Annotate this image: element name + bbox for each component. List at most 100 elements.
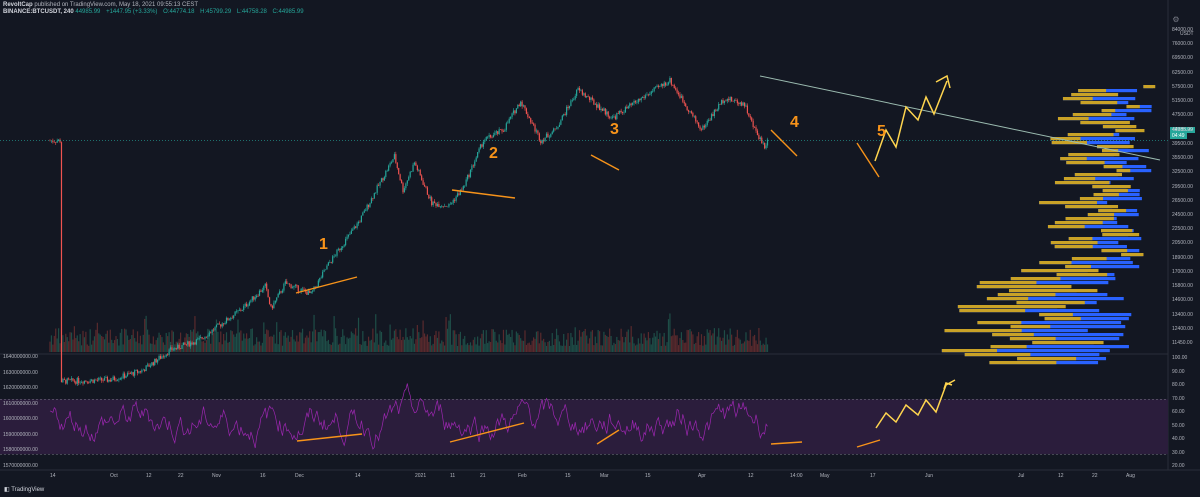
candle-body bbox=[388, 165, 390, 171]
volume-bar bbox=[200, 337, 202, 352]
candle-body bbox=[154, 358, 156, 366]
ohlc-open: O:44774.18 bbox=[163, 9, 195, 15]
candle-body bbox=[475, 157, 477, 162]
gear-icon[interactable]: ⚙ bbox=[1172, 15, 1180, 24]
volume-bar bbox=[461, 345, 463, 352]
candle-body bbox=[545, 133, 548, 138]
volume-profile-down bbox=[1056, 273, 1108, 277]
candle-body bbox=[492, 135, 495, 138]
volume-bar bbox=[88, 345, 90, 352]
candle-body bbox=[708, 119, 710, 121]
candle-body bbox=[131, 372, 133, 374]
volume-axis-label: 1620000000.00 bbox=[3, 385, 38, 392]
volume-bar bbox=[728, 339, 730, 352]
volume-bar bbox=[225, 332, 228, 352]
volume-bar bbox=[413, 343, 416, 352]
candle-body bbox=[345, 239, 347, 246]
candle-body bbox=[725, 100, 727, 102]
volume-profile-down bbox=[964, 353, 1031, 357]
volume-bar bbox=[231, 331, 233, 352]
volume-bar bbox=[118, 345, 120, 352]
volume-bar bbox=[751, 345, 753, 352]
candle-body bbox=[258, 290, 261, 296]
volume-bar bbox=[581, 332, 583, 352]
volume-bar bbox=[76, 335, 78, 352]
candle-body bbox=[484, 140, 486, 142]
volume-axis-label: 1580000000.00 bbox=[3, 447, 38, 454]
candle-body bbox=[599, 104, 601, 110]
candle-body bbox=[600, 108, 602, 110]
candle-body bbox=[601, 108, 604, 111]
volume-bar bbox=[164, 344, 166, 352]
candle-body bbox=[580, 90, 582, 91]
volume-bar bbox=[124, 328, 126, 352]
volume-bar bbox=[339, 343, 341, 352]
candle-body bbox=[96, 380, 98, 381]
publisher-line: RevoltCap published on TradingView.com, … bbox=[3, 2, 198, 9]
symbol-line: BINANCE:BTCUSDT, 240 44985.99 +1447.95 (… bbox=[3, 9, 308, 16]
volume-bar bbox=[75, 338, 77, 352]
volume-bar bbox=[286, 337, 288, 352]
candle-body bbox=[340, 248, 342, 251]
candle-body bbox=[637, 98, 639, 103]
volume-bar bbox=[367, 336, 370, 352]
candle-body bbox=[225, 317, 228, 323]
volume-bar bbox=[706, 329, 708, 352]
volume-profile-up bbox=[990, 345, 1129, 349]
candle-body bbox=[624, 107, 627, 113]
candle-body bbox=[267, 289, 269, 298]
volume-bar bbox=[106, 330, 108, 352]
volume-bar bbox=[96, 322, 98, 352]
candle-body bbox=[307, 290, 309, 295]
volume-bar bbox=[679, 338, 681, 352]
volume-bar bbox=[451, 344, 453, 352]
price-tick-label: 84000.00 bbox=[1172, 27, 1193, 33]
volume-bar bbox=[741, 343, 743, 352]
volume-bar bbox=[273, 334, 275, 352]
volume-bar bbox=[576, 344, 578, 352]
volume-bar bbox=[524, 330, 526, 352]
brand-label: TradingView bbox=[11, 487, 45, 493]
rsi-line bbox=[49, 383, 768, 450]
candle-body bbox=[89, 380, 91, 383]
candle-body bbox=[369, 203, 371, 207]
volume-bar bbox=[240, 330, 242, 352]
volume-bar bbox=[122, 344, 124, 352]
candle-body bbox=[726, 98, 728, 102]
volume-bar bbox=[52, 344, 54, 352]
candle-body bbox=[139, 371, 142, 373]
volume-profile-up bbox=[1009, 337, 1120, 341]
volume-bar bbox=[540, 332, 542, 352]
volume-bar bbox=[316, 341, 318, 352]
candle-body bbox=[301, 288, 304, 290]
volume-bar bbox=[332, 342, 334, 352]
volume-bar bbox=[627, 329, 629, 352]
volume-bar bbox=[590, 331, 592, 352]
volume-bar bbox=[215, 319, 218, 352]
volume-profile-down bbox=[1065, 205, 1119, 209]
candle-body bbox=[330, 262, 332, 263]
tradingview-brand[interactable]: ◧ TradingView bbox=[4, 486, 44, 493]
candle-body bbox=[444, 206, 446, 207]
volume-bar bbox=[570, 332, 572, 352]
volume-bar bbox=[614, 344, 616, 352]
candle-body bbox=[113, 376, 116, 381]
candle-body bbox=[455, 196, 457, 201]
volume-bar bbox=[415, 339, 417, 352]
candle-body bbox=[512, 110, 515, 114]
symbol-name[interactable]: BINANCE:BTCUSDT, 240 bbox=[3, 9, 74, 15]
candle-body bbox=[563, 114, 565, 116]
volume-bar bbox=[304, 337, 307, 352]
price-tick-label: 17000.00 bbox=[1172, 268, 1193, 275]
candle-body bbox=[83, 380, 86, 384]
candle-body bbox=[260, 290, 262, 292]
candle-body bbox=[478, 148, 480, 153]
candle-body bbox=[742, 102, 744, 106]
candle-body bbox=[257, 295, 259, 297]
volume-bar bbox=[535, 331, 538, 352]
candle-body bbox=[108, 379, 110, 382]
candle-body bbox=[429, 197, 431, 199]
volume-bar bbox=[362, 331, 364, 352]
wave-label-5: 5 bbox=[877, 123, 886, 140]
